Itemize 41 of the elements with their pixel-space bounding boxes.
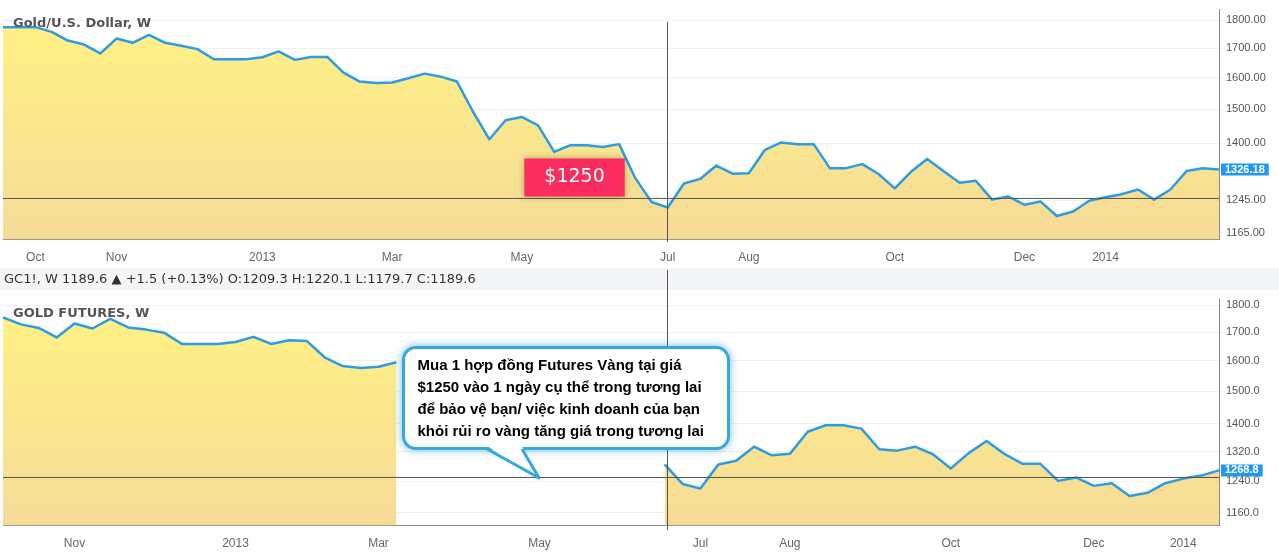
x-tick-label: 2014	[1169, 536, 1197, 551]
y-tick-label: 1800.00	[1226, 13, 1266, 26]
x-tick-label: Oct	[885, 250, 905, 265]
y-tick-label: 1400.0	[1226, 416, 1260, 429]
x-tick-label: Jul	[692, 536, 709, 551]
text: 1268.8	[1225, 463, 1259, 476]
y-tick-label: 1160.0	[1226, 505, 1259, 518]
x-tick-label: May	[528, 536, 551, 551]
y-tick-label: 1600.00	[1226, 70, 1266, 83]
x-tick-label: Dec	[1083, 536, 1105, 551]
y-tick-label: 1600.0	[1226, 353, 1260, 366]
x-tick-label: Aug	[779, 536, 801, 551]
y-tick-label: 1240.0	[1226, 474, 1260, 487]
annotation: Mua 1 hợp đồng Futures Vàng tại giá $1250 vào 1 ngày cụ thể trong tương lai để bảo vệ bạn/ việc kinh doanh của bạn khỏi rủi ro vàng tăng giá trong tương lai	[402, 345, 731, 450]
y-tick-label: 1500.00	[1226, 102, 1266, 115]
y-tick-label: 1245.00	[1226, 193, 1266, 206]
x-tick-label: Oct	[941, 536, 961, 551]
y-tick-label: 1165.00	[1226, 225, 1265, 238]
x-tick-label: Mar	[381, 250, 403, 265]
x-tick-label: 2014	[1092, 250, 1120, 265]
chart-title: Gold/U.S. Dollar, W	[13, 14, 152, 30]
x-tick-label: Jul	[660, 250, 676, 265]
ref-line-label: $1250	[544, 164, 605, 187]
x-tick-label: Mar	[368, 536, 389, 551]
x-tick-label: Dec	[1013, 250, 1036, 265]
y-tick-label: 1400.00	[1226, 136, 1266, 149]
chart-subtitle: GC1!, W 1189.6 ▲ +1.5 (+0.13%) O:1209.3 H:1220.1 L:1179.7 C:1189.6	[0, 268, 1279, 290]
y-tick-label: 1700.00	[1226, 41, 1266, 54]
text: 1326.18	[1225, 162, 1265, 175]
x-tick-label: Aug	[738, 250, 760, 265]
y-tick-label: 1700.0	[1226, 325, 1260, 338]
x-tick-label: May	[510, 250, 534, 265]
y-tick-label: 1320.0	[1226, 444, 1260, 457]
x-tick-label: Nov	[105, 250, 128, 265]
y-tick-label: 1500.0	[1226, 384, 1260, 397]
x-tick-label: Nov	[63, 536, 86, 551]
x-tick-label: 2013	[249, 250, 277, 265]
x-tick-label: 2013	[222, 536, 250, 551]
chart-title: GOLD FUTURES, W	[13, 304, 150, 320]
y-tick-label: 1800.0	[1226, 298, 1260, 311]
x-tick-label: Oct	[26, 250, 46, 265]
